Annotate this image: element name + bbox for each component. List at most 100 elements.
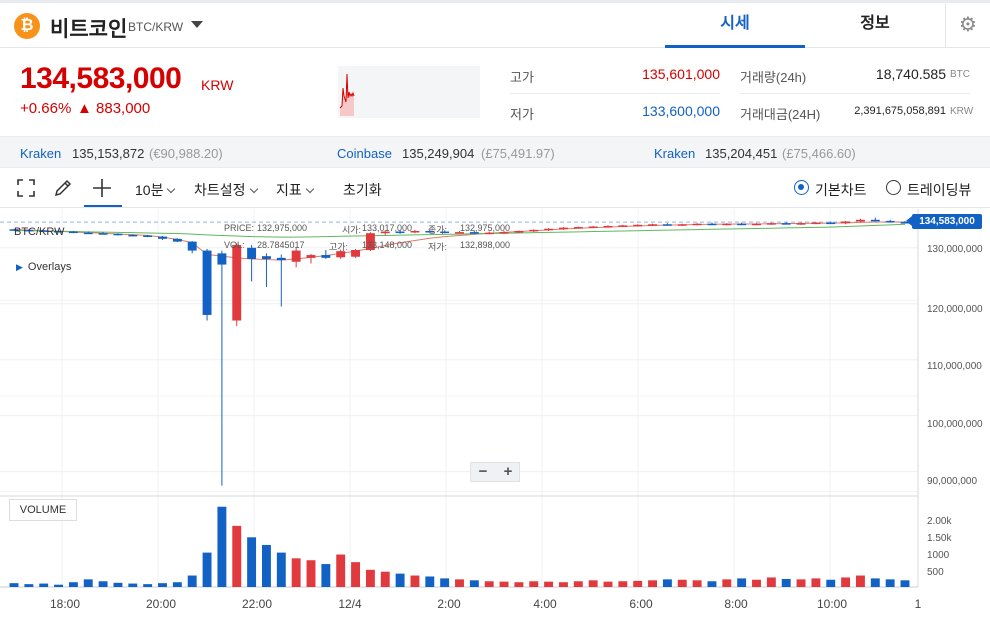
- chart-pair-label: BTC/KRW: [14, 226, 65, 238]
- chevron-down-icon: [249, 184, 258, 194]
- pencil-icon[interactable]: [52, 177, 74, 199]
- stat-divider: [740, 93, 970, 94]
- indicators-menu[interactable]: 지표: [276, 180, 315, 200]
- crosshair-icon[interactable]: [91, 177, 113, 199]
- price-unit: KRW: [201, 77, 234, 93]
- legend-price-label: PRICE:: [224, 223, 255, 233]
- x-axis-tick: 1: [914, 597, 922, 611]
- candle-body: [752, 223, 761, 226]
- legend-high-value: 133,148,000: [362, 240, 413, 250]
- legend-low-label: 저가:: [428, 242, 448, 252]
- volume-bar: [618, 581, 628, 587]
- basic-chart-label[interactable]: 기본차트: [815, 182, 867, 198]
- volume-bar: [113, 582, 123, 587]
- exchange-foreign-price: (£75,466.60): [782, 146, 856, 161]
- volume-bar: [336, 554, 346, 587]
- chart-settings-label: 차트설정: [194, 182, 246, 198]
- exchange-name[interactable]: Kraken: [20, 146, 62, 161]
- volume-bar: [573, 581, 583, 587]
- volume-bar: [24, 584, 34, 587]
- volume-bar: [261, 544, 271, 587]
- zoom-out-button[interactable]: −: [478, 463, 488, 480]
- chevron-down-icon: [305, 184, 315, 194]
- basic-chart-radio[interactable]: [794, 180, 809, 195]
- high-label: 고가: [510, 70, 534, 85]
- volume-bar: [306, 560, 316, 587]
- volume-bar: [365, 569, 375, 587]
- chart-settings-menu[interactable]: 차트설정: [194, 180, 258, 200]
- chart-canvas[interactable]: [0, 209, 990, 620]
- volume-bar: [217, 506, 227, 587]
- candle-body: [9, 229, 19, 231]
- candle-body: [870, 219, 880, 222]
- candle-body: [662, 224, 672, 226]
- exchange-name[interactable]: Kraken: [654, 146, 696, 161]
- x-axis-tick: 12/4: [338, 597, 362, 611]
- volume-bar: [514, 582, 524, 587]
- interval-select[interactable]: 10분: [135, 180, 176, 200]
- volume-pane-label: VOLUME: [9, 499, 77, 521]
- x-axis-tick: 6:00: [629, 597, 653, 611]
- y-axis-tick: 120,000,000: [927, 304, 983, 315]
- candle-body: [202, 250, 212, 315]
- legend-price-value: 132,975,000: [257, 223, 308, 233]
- exchange-foreign-price: (€90,988.20): [149, 146, 223, 161]
- overlays-label: Overlays: [27, 261, 72, 273]
- turnover-24h-unit: KRW: [950, 106, 974, 117]
- sparkline-chart: [338, 66, 480, 118]
- candle-body: [306, 255, 316, 258]
- price-chart[interactable]: BTC/KRW PRICE: 132,975,000 시가: 133,017,0…: [0, 209, 990, 620]
- volume-bar: [603, 581, 613, 587]
- legend-open-value: 133,017,000: [362, 223, 413, 233]
- exchange-name[interactable]: Coinbase: [337, 146, 392, 161]
- volume-bar: [870, 578, 880, 587]
- volume-bar: [469, 580, 479, 587]
- candle-body: [172, 238, 182, 242]
- volume-bar: [68, 582, 78, 587]
- change-percent: +0.66%: [20, 100, 72, 117]
- candle-body: [365, 233, 375, 251]
- fullscreen-icon[interactable]: [15, 177, 37, 199]
- high-value: 135,601,000: [642, 66, 720, 82]
- volume-bar: [855, 575, 865, 587]
- sparkline-line: [339, 73, 355, 109]
- turnover-24h-value: 2,391,675,058,891: [854, 105, 946, 117]
- coin-name[interactable]: 비트코인: [50, 18, 128, 41]
- volume-axis-tick: 1.50k: [927, 533, 952, 544]
- stat-divider: [510, 93, 720, 94]
- chevron-down-icon: [167, 184, 176, 194]
- reset-button[interactable]: 초기화: [343, 182, 382, 198]
- volume-bar: [484, 581, 494, 587]
- volume-bar: [276, 552, 286, 587]
- gear-icon[interactable]: ⚙: [959, 14, 977, 36]
- volume-bar: [648, 580, 658, 587]
- candle-body: [336, 251, 346, 258]
- legend-vol-value: 28.7845017: [257, 240, 305, 250]
- volume-bar: [499, 581, 509, 587]
- tab-info[interactable]: 정보: [860, 15, 890, 32]
- y-axis-tick: 130,000,000: [927, 244, 983, 255]
- volume-bar: [707, 581, 717, 587]
- candle-body: [885, 220, 895, 223]
- tradingview-radio[interactable]: [886, 180, 901, 195]
- volume-24h-unit: BTC: [950, 69, 970, 80]
- coin-pair[interactable]: BTC/KRW: [128, 20, 184, 34]
- volume-bar: [781, 578, 791, 587]
- volume-bar: [841, 577, 851, 587]
- volume-bar: [395, 573, 405, 587]
- candle-body: [573, 227, 583, 229]
- overlays-toggle[interactable]: ▶ Overlays: [16, 261, 71, 273]
- turnover-24h-label: 거래대금(24H): [740, 107, 821, 122]
- legend-vol-label: VOL:: [224, 240, 245, 250]
- volume-bar: [826, 579, 836, 587]
- tradingview-label[interactable]: 트레이딩뷰: [907, 182, 972, 198]
- volume-bar: [737, 578, 747, 587]
- candle-body: [900, 222, 910, 224]
- volume-bar: [158, 583, 167, 587]
- tab-market[interactable]: 시세: [665, 3, 805, 48]
- bitcoin-logo-icon: ₿: [14, 13, 40, 39]
- candle-body: [143, 235, 153, 237]
- legend-low-value: 132,898,000: [460, 240, 511, 250]
- zoom-in-button[interactable]: +: [503, 463, 513, 480]
- chevron-down-icon[interactable]: [191, 21, 203, 28]
